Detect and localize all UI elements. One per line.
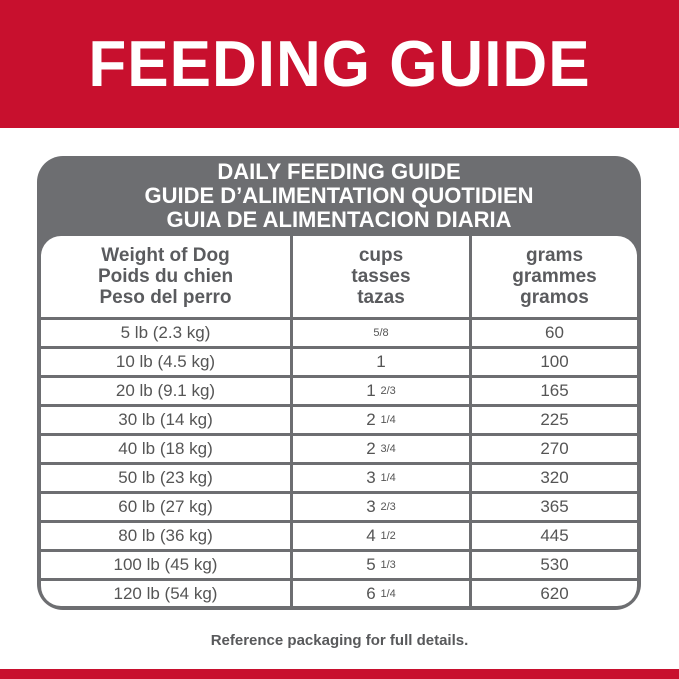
footer-note: Reference packaging for full details. — [210, 632, 469, 649]
table-row: 30 lb (14 kg) 2 1/4 225 — [41, 404, 637, 436]
cups-fraction: 5/8 — [373, 327, 389, 339]
feeding-table: Weight of Dog Poids du chien Peso del perr… — [41, 236, 637, 606]
feeding-table-card: DAILY FEEDING GUIDE GUIDE D’ALIMENTATION… — [37, 156, 641, 610]
grams-cell: 60 — [469, 317, 637, 349]
table-row: 20 lb (9.1 kg) 1 2/3 165 — [41, 375, 637, 407]
cups-fraction: 1/2 — [380, 530, 396, 542]
weight-cell: 40 lb (18 kg) — [41, 433, 293, 465]
cups-whole: 4 — [366, 526, 376, 545]
header-row: Weight of Dog Poids du chien Peso del perr… — [41, 236, 637, 320]
cups-cell: 2 3/4 — [290, 433, 472, 465]
cups-cell: 5/8 — [290, 317, 472, 349]
header-grams: grams grammes gramos — [469, 236, 637, 320]
grams-cell: 365 — [469, 491, 637, 523]
weight-cell: 20 lb (9.1 kg) — [41, 375, 293, 407]
bottom-bar — [0, 669, 679, 679]
weight-cell: 120 lb (54 kg) — [41, 578, 293, 606]
table-row: 80 lb (36 kg) 4 1/2 445 — [41, 520, 637, 552]
table-container: Weight of Dog Poids du chien Peso del perr… — [41, 236, 637, 606]
weight-cell: 50 lb (23 kg) — [41, 462, 293, 494]
cups-cell: 1 2/3 — [290, 375, 472, 407]
cups-cell: 2 1/4 — [290, 404, 472, 436]
grams-cell: 225 — [469, 404, 637, 436]
header-weight: Weight of Dog Poids du chien Peso del perr… — [41, 236, 293, 320]
grams-cell: 100 — [469, 346, 637, 378]
table-row: 60 lb (27 kg) 3 2/3 365 — [41, 491, 637, 523]
table-row: 120 lb (54 kg) 6 1/4 620 — [41, 578, 637, 606]
cups-fraction: 1/3 — [380, 559, 396, 571]
table-row: 40 lb (18 kg) 2 3/4 270 — [41, 433, 637, 465]
grams-cell: 270 — [469, 433, 637, 465]
cups-cell: 5 1/3 — [290, 549, 472, 581]
weight-cell: 5 lb (2.3 kg) — [41, 317, 293, 349]
grams-cell: 320 — [469, 462, 637, 494]
cups-whole: 3 — [366, 468, 376, 487]
cups-fraction: 1/4 — [380, 414, 396, 426]
weight-cell: 80 lb (36 kg) — [41, 520, 293, 552]
cups-whole: 2 — [366, 410, 376, 429]
weight-cell: 100 lb (45 kg) — [41, 549, 293, 581]
title-en: DAILY FEEDING GUIDE — [217, 159, 461, 184]
table-row: 100 lb (45 kg) 5 1/3 530 — [41, 549, 637, 581]
table-row: 50 lb (23 kg) 3 1/4 320 — [41, 462, 637, 494]
title-fr: GUIDE D’ALIMENTATION QUOTIDIEN — [144, 183, 534, 208]
cups-whole: 2 — [366, 439, 376, 458]
cups-fraction: 1/4 — [380, 472, 396, 484]
table-row: 5 lb (2.3 kg) 5/8 60 — [41, 317, 637, 349]
weight-cell: 10 lb (4.5 kg) — [41, 346, 293, 378]
cups-cell: 6 1/4 — [290, 578, 472, 606]
cups-whole: 6 — [366, 584, 376, 603]
table-row: 10 lb (4.5 kg) 1 100 — [41, 346, 637, 378]
cups-fraction: 1/4 — [380, 588, 396, 600]
title-es: GUIA DE ALIMENTACION DIARIA — [166, 207, 512, 232]
cups-cell: 1 — [290, 346, 472, 378]
cups-fraction: 2/3 — [380, 501, 396, 513]
page-title: FEEDING GUIDE — [88, 27, 591, 101]
grams-cell: 445 — [469, 520, 637, 552]
cups-whole: 1 — [366, 381, 376, 400]
cups-whole: 5 — [366, 555, 376, 574]
cups-fraction: 2/3 — [380, 385, 396, 397]
weight-cell: 30 lb (14 kg) — [41, 404, 293, 436]
grams-cell: 165 — [469, 375, 637, 407]
cups-cell: 3 2/3 — [290, 491, 472, 523]
title-banner: FEEDING GUIDE — [0, 0, 679, 128]
cups-fraction: 3/4 — [380, 443, 396, 455]
grams-cell: 620 — [469, 578, 637, 606]
weight-cell: 60 lb (27 kg) — [41, 491, 293, 523]
cups-cell: 4 1/2 — [290, 520, 472, 552]
cups-cell: 3 1/4 — [290, 462, 472, 494]
grams-cell: 530 — [469, 549, 637, 581]
cups-whole: 3 — [366, 497, 376, 516]
header-cups: cups tasses tazas — [290, 236, 472, 320]
cups-whole: 1 — [376, 352, 386, 371]
card-title: DAILY FEEDING GUIDE GUIDE D’ALIMENTATION… — [37, 160, 641, 232]
